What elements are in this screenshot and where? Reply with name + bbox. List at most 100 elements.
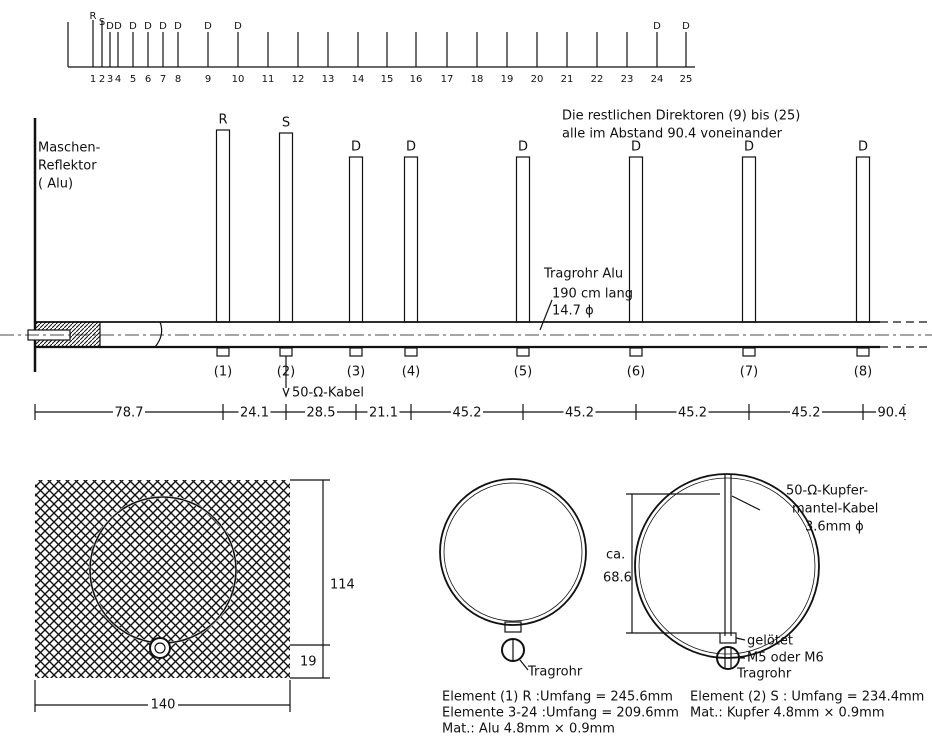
reflector-view: 140 114 19 (34, 479, 355, 713)
scale-number: 14 (352, 74, 365, 85)
reflector-label: Reflektor (38, 159, 97, 174)
scale-marker: D (114, 21, 122, 32)
dimension-label: 45.2 (792, 406, 821, 421)
scale-marker: D (174, 21, 182, 32)
scale-number: 9 (205, 74, 211, 85)
reflector-label: Maschen- (38, 141, 101, 156)
dimension-gap (790, 405, 822, 419)
scale-number: 24 (651, 74, 664, 85)
element-number: (2) (277, 365, 295, 380)
dimension-label: 21.1 (369, 406, 398, 421)
offset-label: 19 (300, 655, 317, 670)
dimension-gap (676, 405, 709, 419)
diameter-label: 68.6 (603, 571, 632, 586)
scale-marker: R (90, 11, 97, 22)
dimension-label: 45.2 (678, 406, 707, 421)
diameter-label: ca. (606, 548, 625, 563)
scale-number: 2 (99, 74, 105, 85)
solder-label: gelötet (747, 634, 793, 649)
element-rod (855, 156, 871, 323)
scale-number: 18 (471, 74, 484, 85)
element-rod (348, 156, 364, 323)
scale-number: 3 (107, 74, 113, 85)
cable-label: mantel-Kabel (792, 502, 878, 517)
scale-number: 17 (441, 74, 454, 85)
boom-label: 190 cm lang (552, 287, 633, 302)
bolt-label: M5 oder M6 (747, 651, 824, 666)
element-letter: D (744, 140, 754, 155)
spec: Element (2) S : Umfang = 234.4mm (690, 690, 924, 705)
width-label: 140 (151, 698, 176, 713)
element-number: (4) (402, 365, 420, 380)
element-number: (5) (514, 365, 532, 380)
scale-number: 19 (501, 74, 514, 85)
element-letter: D (351, 140, 361, 155)
dimension-label: 28.5 (307, 406, 336, 421)
boom-label: Tragrohr (527, 665, 583, 680)
dimension-label: 45.2 (565, 406, 594, 421)
dimension-label: 78.7 (115, 406, 144, 421)
scale-number: 7 (160, 74, 166, 85)
scale-number: 8 (175, 74, 181, 85)
element-s-view: ca. 68.6 50-Ω-Kupfer- mantel-Kabel 3.6mm… (603, 473, 924, 721)
spec: Elemente 3-24 :Umfang = 209.6mm (442, 706, 679, 721)
element-letter: D (406, 140, 416, 155)
element-number: (3) (347, 365, 365, 380)
scale-number: 22 (591, 74, 604, 85)
nut (216, 347, 230, 357)
reflector-label: ( Alu) (38, 177, 73, 192)
scale-marker: D (204, 21, 212, 32)
element-number: (6) (627, 365, 645, 380)
boom-label: Tragrohr Alu (543, 267, 623, 282)
scale-number: 20 (531, 74, 544, 85)
element-number: (7) (740, 365, 758, 380)
element-letter: S (282, 116, 290, 131)
scale-number: 15 (381, 74, 394, 85)
note: Die restlichen Direktoren (9) bis (25) (562, 109, 800, 124)
scale-number: 23 (621, 74, 634, 85)
dimension-gap (238, 405, 271, 419)
nut (856, 347, 870, 357)
nut (742, 347, 756, 357)
element-rod (403, 156, 419, 323)
scale-marker: D (106, 21, 114, 32)
element-rod (741, 156, 757, 323)
element-rod (628, 156, 644, 323)
scale-marker: S (99, 17, 105, 28)
nut (629, 347, 643, 357)
dimension-gap (563, 405, 596, 419)
cable-label: 50-Ω-Kabel (292, 386, 364, 401)
spec: Mat.: Kupfer 4.8mm × 0.9mm (690, 706, 885, 721)
note: alle im Abstand 90.4 voneinander (562, 127, 783, 142)
scale-marker: D (682, 21, 690, 32)
height-label: 114 (330, 578, 355, 593)
scale-number: 25 (680, 74, 693, 85)
nut (404, 347, 418, 357)
nut (516, 347, 530, 357)
cable-label: 3.6mm ϕ (805, 520, 864, 535)
side-view: Maschen- Reflektor ( Alu) Die restlichen… (0, 109, 932, 421)
scale-number: 13 (322, 74, 335, 85)
scale-marker: D (234, 21, 242, 32)
spec: Mat.: Alu 4.8mm × 0.9mm (442, 722, 615, 737)
scale-number: 12 (292, 74, 305, 85)
scale-number: 6 (145, 74, 151, 85)
element-letter: D (631, 140, 641, 155)
dimension-gap (367, 405, 400, 419)
dimension-gap (451, 405, 483, 419)
element-rod (278, 132, 294, 323)
scale-marker: D (144, 21, 152, 32)
scale-marker: D (653, 21, 661, 32)
element-rod (515, 156, 531, 323)
scale-number: 4 (115, 74, 121, 85)
scale-marker: D (159, 21, 167, 32)
element-number: (8) (854, 365, 872, 380)
element-letter: D (858, 140, 868, 155)
scale-marker: D (129, 21, 137, 32)
dimension-gap (113, 405, 145, 419)
dimension-label: 24.1 (240, 406, 269, 421)
spec: Element (1) R :Umfang = 245.6mm (442, 690, 673, 705)
element-r-view: Tragrohr Element (1) R :Umfang = 245.6mm… (439, 478, 679, 737)
scale-number: 21 (561, 74, 574, 85)
